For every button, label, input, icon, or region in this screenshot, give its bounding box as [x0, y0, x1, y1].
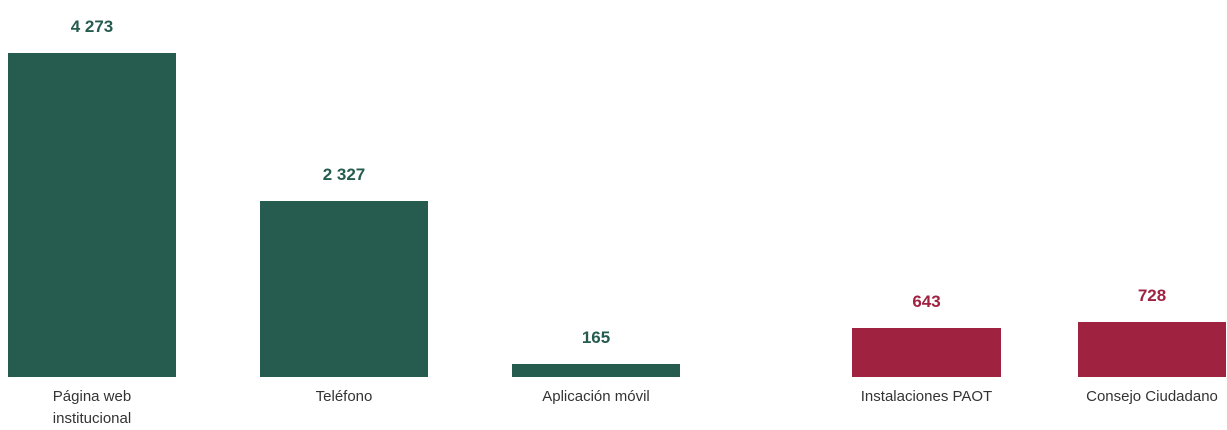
category-label: Instalaciones PAOT: [860, 388, 993, 405]
value-label: 165: [581, 328, 611, 348]
bar: [1078, 321, 1226, 377]
value-label: 2 327: [322, 164, 366, 184]
category-label: Página web institucional: [52, 388, 132, 427]
value-label: 643: [912, 292, 941, 312]
bar: [260, 200, 428, 377]
value-label: 4 273: [70, 17, 114, 36]
bar: [852, 328, 1001, 377]
category-label: Aplicación móvil: [542, 388, 650, 405]
category-label: Teléfono: [315, 388, 373, 405]
bar: [8, 53, 176, 377]
category-label: Consejo Ciudadano: [1086, 388, 1218, 405]
bar: [512, 364, 680, 377]
value-label: 728: [1137, 285, 1167, 305]
